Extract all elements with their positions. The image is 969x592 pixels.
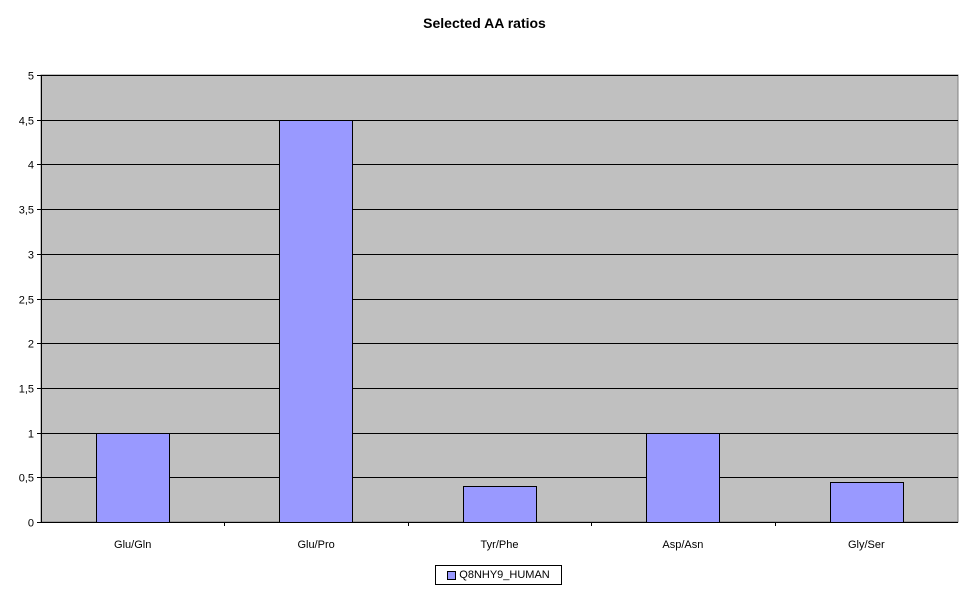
y-tick-label: 3	[28, 250, 34, 262]
legend: Q8NHY9_HUMAN	[435, 565, 562, 585]
y-tick-label: 3,5	[19, 205, 34, 217]
x-tick-label: Gly/Ser	[848, 539, 885, 551]
y-tick-label: 1,5	[19, 384, 34, 396]
y-tick-label: 4	[28, 160, 34, 172]
x-tick-label: Asp/Asn	[662, 539, 703, 551]
x-tick-label: Glu/Pro	[297, 539, 334, 551]
y-tick-label: 2,5	[19, 295, 34, 307]
bar	[96, 433, 170, 523]
bar	[279, 120, 353, 523]
y-tick-label: 0	[28, 518, 34, 530]
plot-area	[40, 74, 959, 523]
bar	[646, 433, 720, 523]
y-tick-label: 5	[28, 71, 34, 83]
x-tick-label: Glu/Gln	[114, 539, 151, 551]
bar	[463, 486, 537, 523]
y-tick-label: 2	[28, 339, 34, 351]
y-tick-label: 4,5	[19, 116, 34, 128]
bar	[830, 482, 904, 523]
y-tick-label: 0,5	[19, 473, 34, 485]
x-tick-label: Tyr/Phe	[481, 539, 519, 551]
legend-swatch	[447, 570, 457, 580]
y-tick-label: 1	[28, 429, 34, 441]
legend-label: Q8NHY9_HUMAN	[459, 569, 550, 581]
chart-title: Selected AA ratios	[423, 15, 546, 31]
